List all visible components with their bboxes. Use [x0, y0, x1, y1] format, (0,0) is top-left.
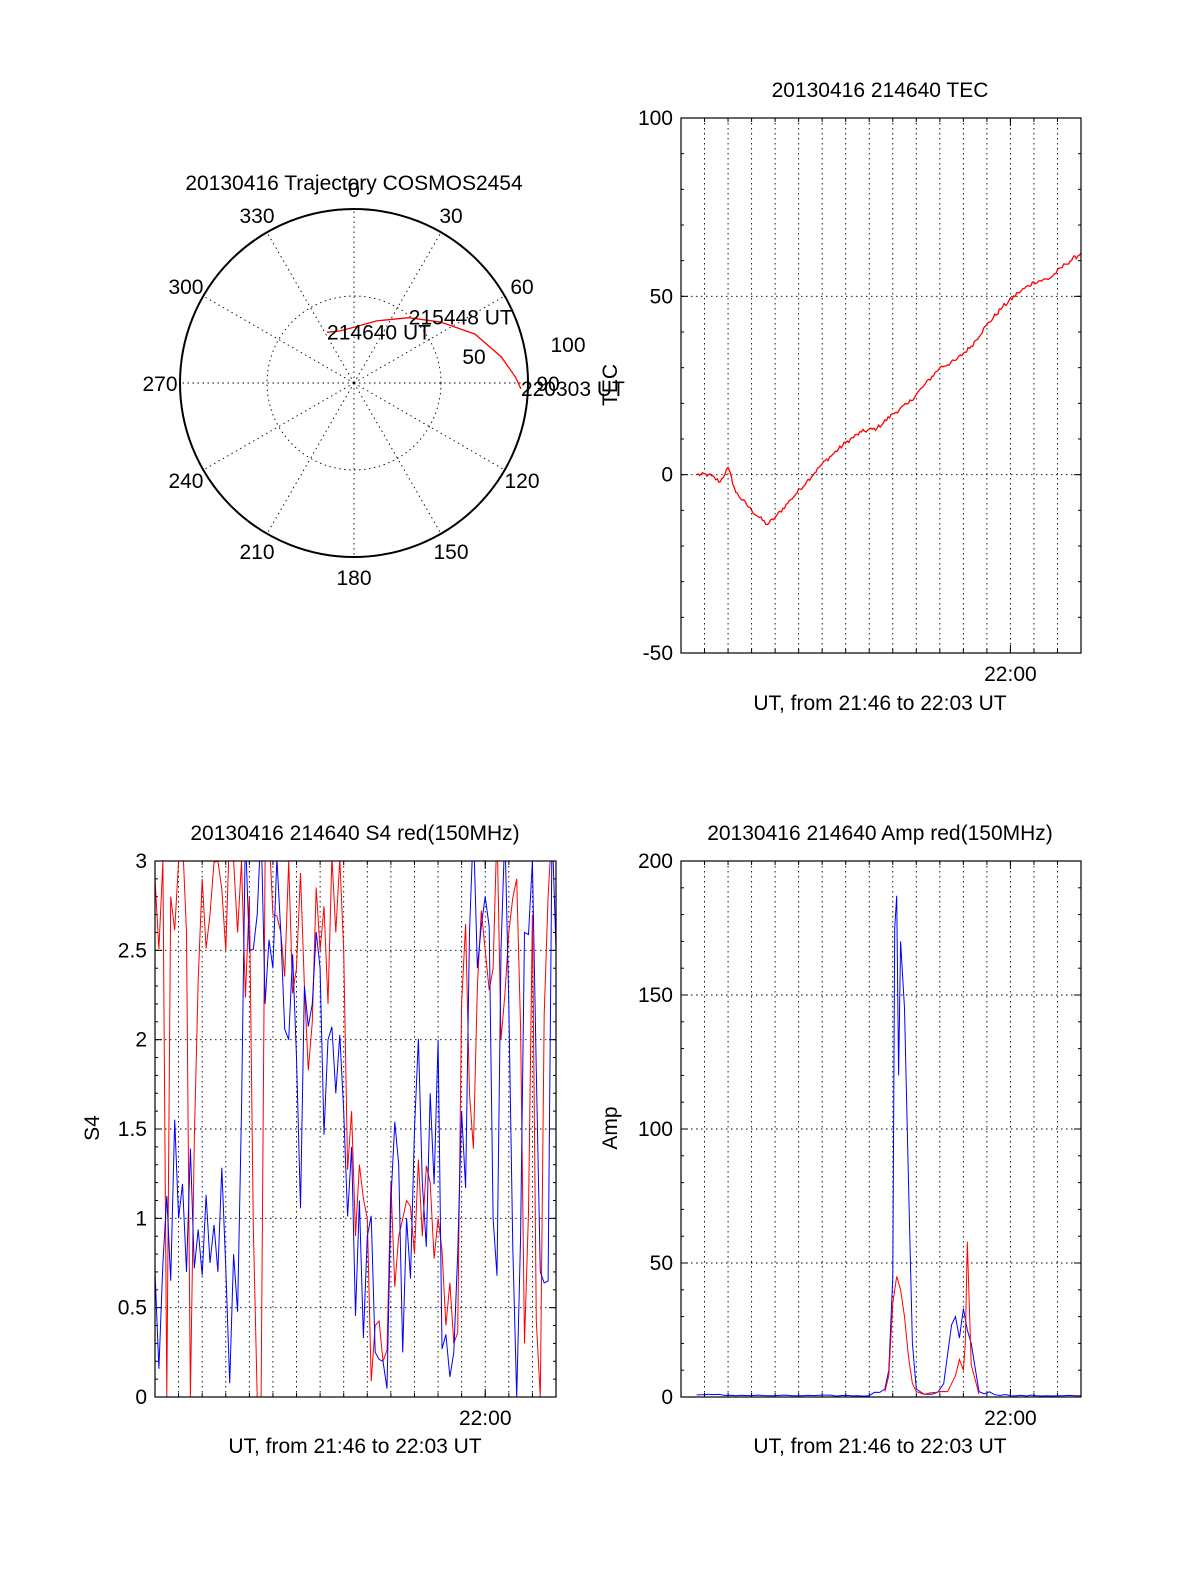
- tec-series-red: [696, 253, 1081, 526]
- polar-spoke: [353, 232, 442, 384]
- tec-y-ticks: -50 0 50 100: [638, 107, 1081, 665]
- amp-y-tick-label: 200: [638, 850, 673, 873]
- tec-series-group: [696, 253, 1081, 526]
- polar-spoke: [353, 382, 442, 534]
- tec-title: 20130416 214640 TEC: [772, 79, 989, 102]
- s4-x-ticks: 22:00: [178, 861, 533, 1430]
- s4-y-tick-label: 3: [135, 850, 147, 873]
- s4-y-tick-label: 1.5: [118, 1118, 147, 1141]
- amp-x-tick-label: 22:00: [984, 1407, 1037, 1430]
- polar-spoke: [203, 295, 355, 384]
- polar-spoke: [353, 295, 505, 384]
- polar-trajectory-line: [326, 317, 522, 390]
- amp-series-red: [884, 1241, 980, 1395]
- polar-azimuth-label: 30: [439, 205, 462, 228]
- polar-ring-50: [266, 295, 442, 471]
- tec-y-tick-label: -50: [643, 642, 673, 665]
- amp-plot-frame: [680, 860, 1082, 1398]
- polar-azimuth-label: 240: [168, 470, 203, 493]
- s4-y-tick-label: 2: [135, 1029, 147, 1052]
- polar-grid: [179, 208, 529, 558]
- tec-y-tick-label: 0: [661, 464, 673, 487]
- s4-chart: 20130416 214640 S4 red(150MHz) UT, from …: [81, 822, 557, 1458]
- amp-chart: 20130416 214640 Amp red(150MHz) UT, from…: [599, 822, 1082, 1458]
- polar-azimuth-label: 270: [142, 373, 177, 396]
- tec-y-tick-label: 100: [638, 107, 673, 130]
- tec-y-tick-label: 50: [650, 285, 673, 308]
- polar-azimuth-label: 210: [239, 541, 274, 564]
- tec-x-axis-label: UT, from 21:46 to 22:03 UT: [753, 692, 1006, 715]
- amp-y-axis-label: Amp: [599, 1106, 622, 1149]
- amp-title: 20130416 214640 Amp red(150MHz): [707, 822, 1053, 845]
- s4-y-tick-label: 0: [135, 1386, 147, 1409]
- tec-x-tick-label: 22:00: [984, 663, 1037, 686]
- amp-series-group: [696, 895, 1081, 1397]
- s4-y-tick-label: 0.5: [118, 1297, 147, 1320]
- amp-x-ticks: 22:00: [704, 861, 1058, 1430]
- amp-y-tick-label: 50: [650, 1252, 673, 1275]
- polar-azimuth-labels: 0 30 60 90 120 150 180 210 240 270 300 330: [142, 179, 559, 590]
- polar-spoke: [203, 382, 355, 471]
- s4-grid: [155, 861, 556, 1397]
- s4-plot-frame: [154, 860, 557, 1398]
- polar-outer-ring: [179, 208, 529, 558]
- s4-y-ticks: 0 0.5 1 1.5 2 2.5 3: [118, 850, 556, 1409]
- polar-point-label: 214640 UT: [327, 321, 431, 344]
- polar-spoke: [353, 382, 505, 471]
- polar-radial-label: 100: [550, 334, 585, 357]
- tec-chart: 20130416 214640 TEC UT, from 21:46 to 22…: [599, 79, 1082, 715]
- amp-y-tick-label: 150: [638, 984, 673, 1007]
- polar-azimuth-label: 0: [348, 179, 360, 202]
- s4-y-tick-label: 1: [135, 1207, 147, 1230]
- polar-azimuth-label: 90: [536, 373, 559, 396]
- amp-y-ticks: 0 50 100 150 200: [638, 850, 1081, 1409]
- amp-grid: [681, 861, 1081, 1397]
- polar-point-label: 220303 UT: [521, 378, 625, 401]
- polar-spoke: [266, 232, 355, 384]
- amp-series-blue: [696, 895, 1081, 1397]
- s4-series-blue: [155, 861, 556, 1397]
- polar-azimuth-label: 180: [336, 567, 371, 590]
- amp-y-tick-label: 0: [661, 1386, 673, 1409]
- tec-grid: [681, 118, 1081, 653]
- polar-azimuth-label: 150: [433, 541, 468, 564]
- polar-azimuth-label: 120: [504, 470, 539, 493]
- tec-x-ticks: 22:00: [704, 118, 1058, 686]
- s4-x-axis-label: UT, from 21:46 to 22:03 UT: [228, 1435, 481, 1458]
- s4-series-group: [155, 861, 556, 1397]
- tec-plot-frame: [680, 117, 1082, 654]
- polar-spoke: [266, 382, 355, 534]
- polar-azimuth-label: 60: [510, 276, 533, 299]
- polar-trajectory-series: [326, 317, 522, 390]
- s4-x-tick-label: 22:00: [459, 1407, 512, 1430]
- polar-title: 20130416 Trajectory COSMOS2454: [185, 172, 523, 195]
- polar-azimuth-label: 330: [239, 205, 274, 228]
- s4-series-red: [155, 861, 556, 1397]
- amp-x-axis-label: UT, from 21:46 to 22:03 UT: [753, 1435, 1006, 1458]
- s4-y-axis-label: S4: [81, 1115, 104, 1141]
- polar-point-label: 215448 UT: [409, 307, 513, 330]
- polar-radial-label: 50: [462, 346, 485, 369]
- polar-azimuth-label: 300: [168, 276, 203, 299]
- s4-y-tick-label: 2.5: [118, 939, 147, 962]
- polar-trajectory-plot: 20130416 Trajectory COSMOS2454 0 30 60 90 12…: [142, 172, 625, 590]
- polar-radial-labels: 50 100: [462, 334, 585, 369]
- s4-title: 20130416 214640 S4 red(150MHz): [190, 822, 519, 845]
- tec-y-axis-label: TEC: [599, 364, 622, 406]
- amp-y-tick-label: 100: [638, 1118, 673, 1141]
